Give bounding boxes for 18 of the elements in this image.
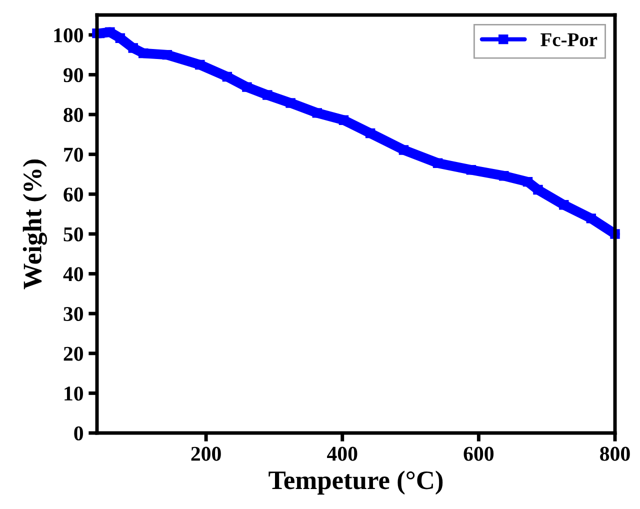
x-tick-label: 600: [464, 446, 494, 461]
y-tick-label: 70: [64, 148, 84, 162]
y-tick-label: 90: [64, 68, 84, 82]
legend-label: Fc-Por: [540, 33, 598, 46]
x-tick-label: 200: [191, 446, 221, 461]
y-tick-label: 50: [64, 227, 84, 242]
y-tick-label: 30: [64, 306, 84, 322]
y-axis-title: Weight (%): [22, 160, 47, 290]
x-tick-label: 400: [327, 446, 358, 461]
x-axis-title: Tempeture (°C): [268, 470, 443, 495]
y-tick-label: 80: [64, 108, 84, 122]
y-tick-label: 0: [74, 426, 84, 440]
y-tick-label: 100: [54, 28, 84, 42]
y-tick-label: 40: [63, 267, 84, 282]
y-tick-label: 20: [64, 346, 84, 361]
x-tick-label: 800: [600, 446, 630, 461]
y-tick-label: 60: [64, 188, 84, 202]
y-tick-label: 10: [64, 386, 84, 401]
